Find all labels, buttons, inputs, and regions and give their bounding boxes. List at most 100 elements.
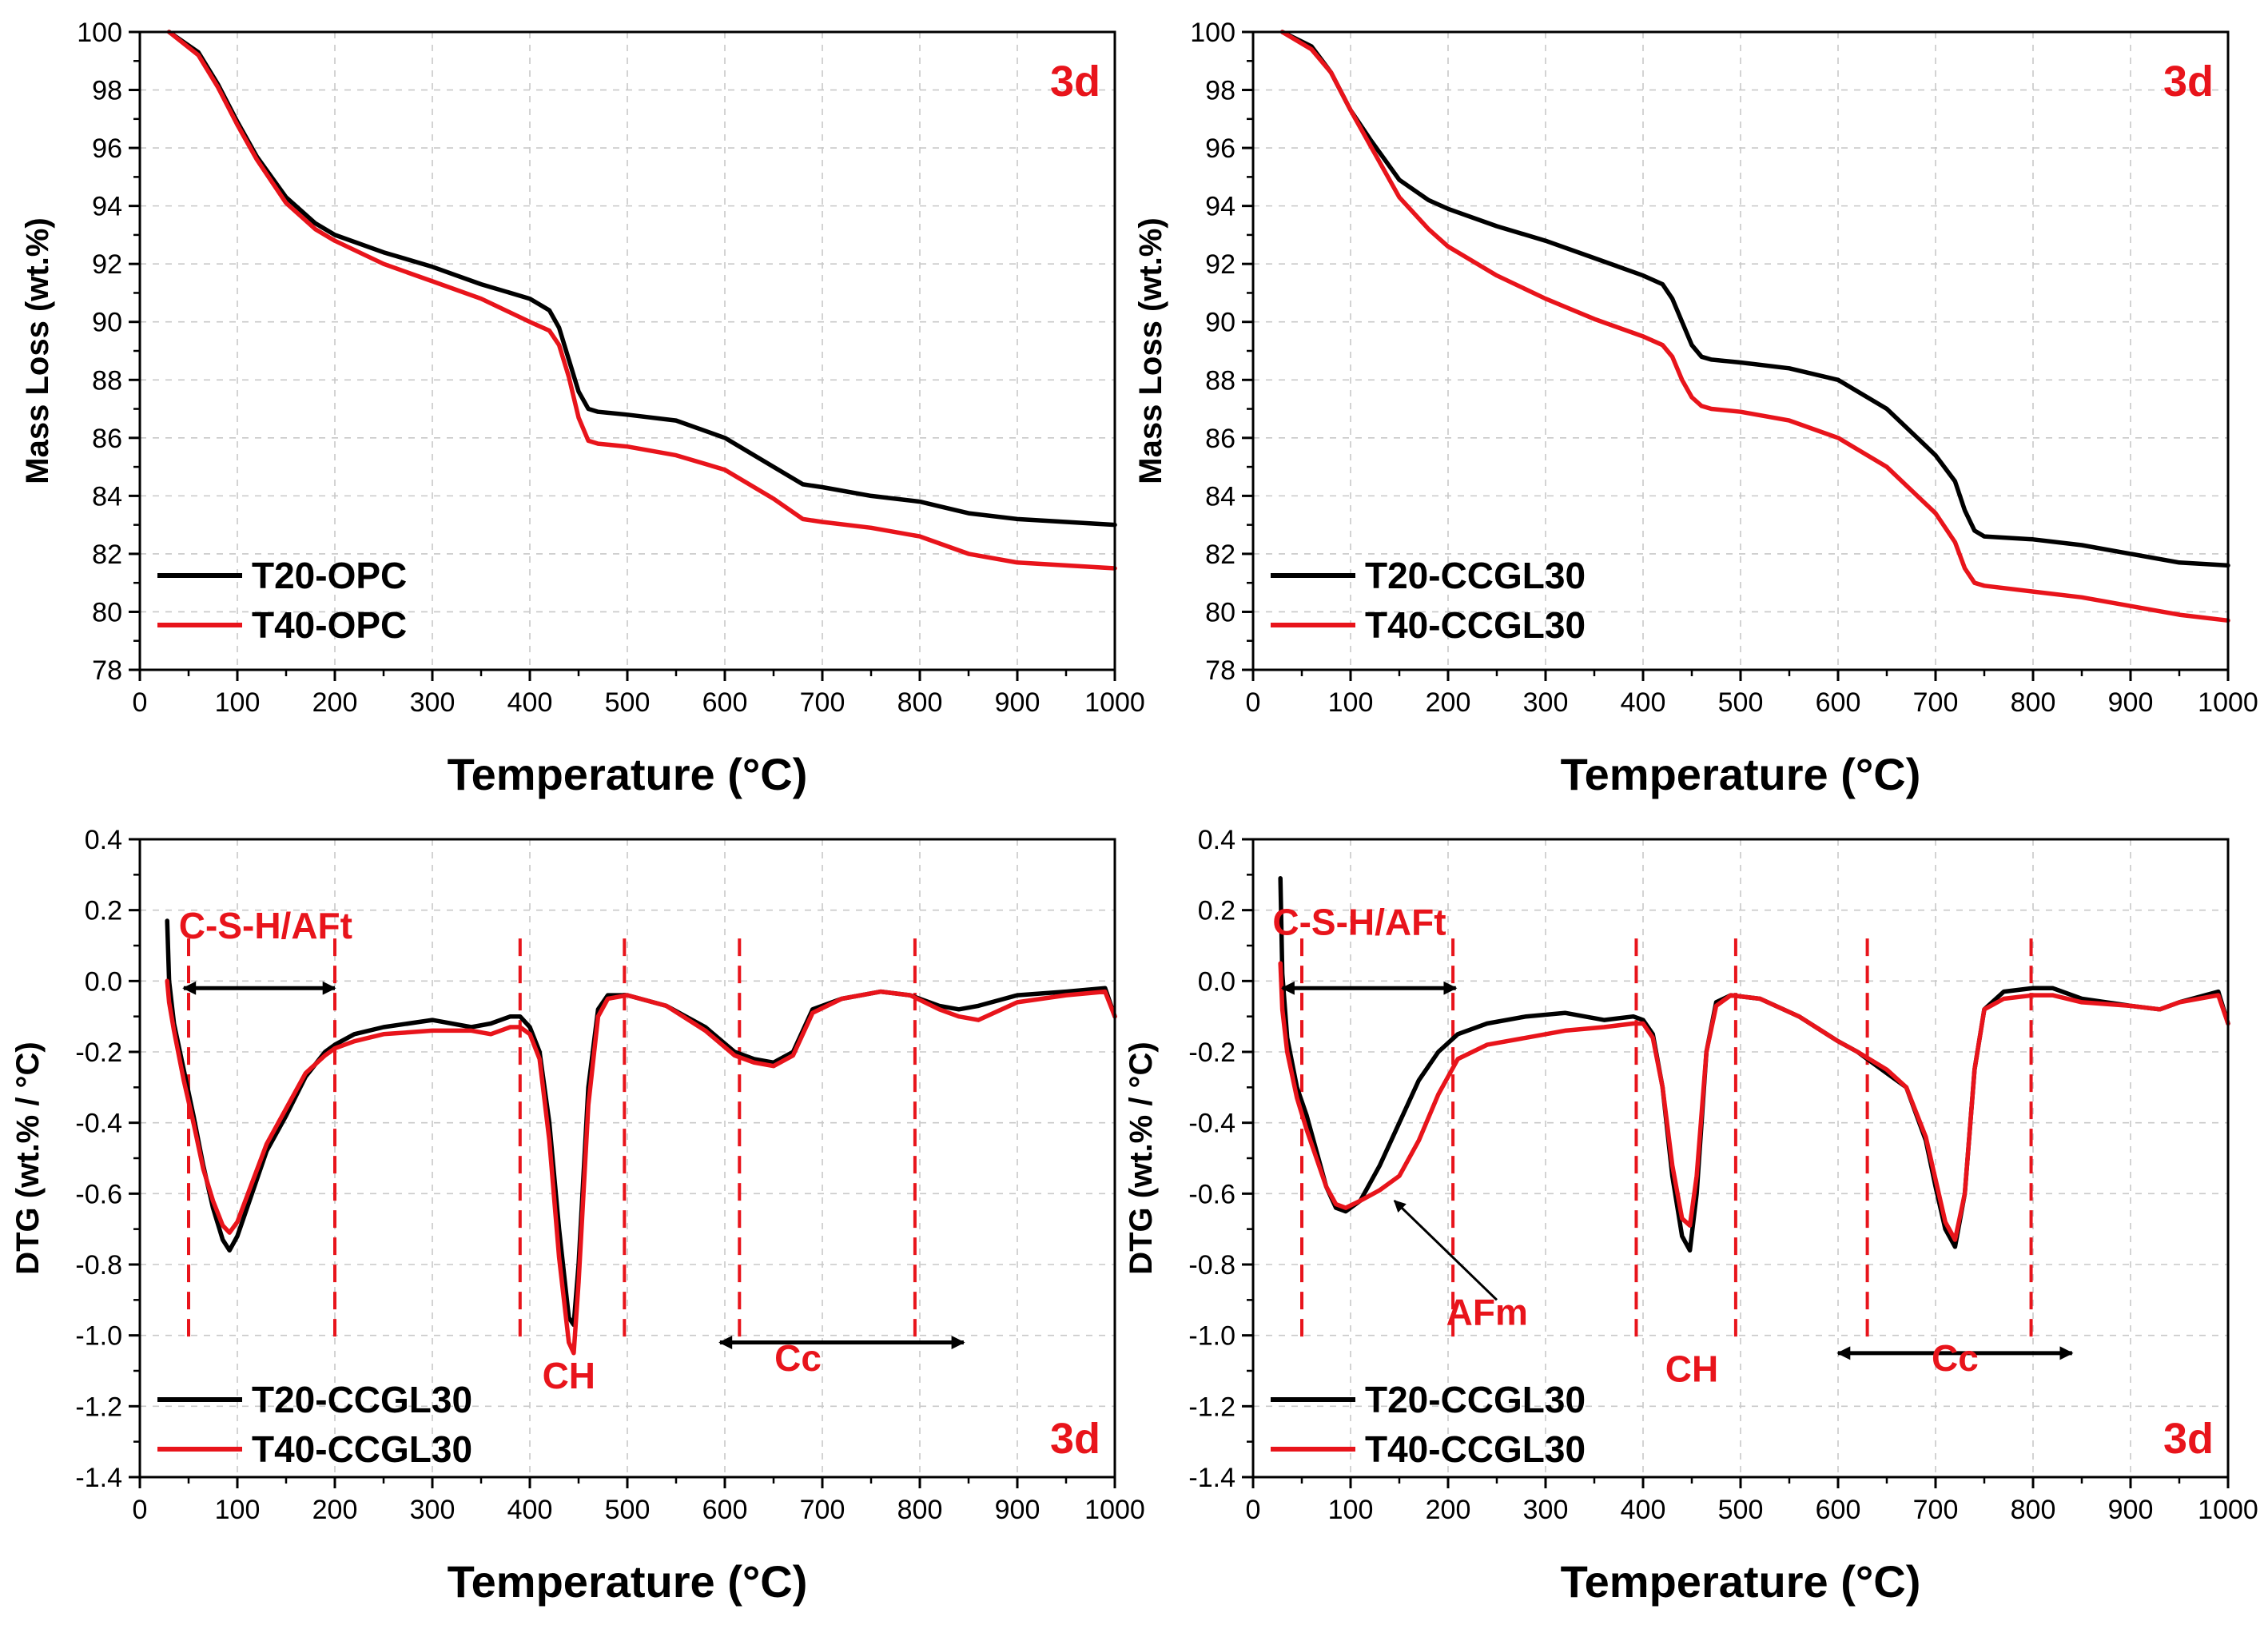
y-tick-label: 92: [92, 249, 122, 280]
y-tick-label: 98: [92, 76, 122, 106]
annotation-ch: CH: [1665, 1348, 1718, 1389]
series-line-t20-opc: [166, 30, 1117, 528]
x-axis: 0 100 200 300 400 500 600 700 800 900 1000 Temperat…: [133, 670, 1145, 799]
y-tick-label: 0.0: [85, 966, 122, 997]
series-group: [1278, 876, 2230, 1253]
legend-label: T20-CCGL30: [252, 1379, 472, 1420]
annotation-afm: AFm: [1446, 1291, 1528, 1332]
x-tick-label: 300: [410, 687, 456, 718]
x-axis: 0 100 200 300 400 500 600 700 800 900 1000 Temperat…: [1246, 670, 2258, 799]
annotation-cc: Cc: [1932, 1337, 1979, 1379]
y-tick-label: 82: [1205, 540, 1235, 570]
y-tick-label: 100: [77, 18, 122, 48]
x-tick-label: 500: [1718, 687, 1764, 718]
x-tick-label: 800: [2011, 687, 2056, 718]
x-tick-label: 100: [1328, 1495, 1374, 1525]
y-axis: -1.4 -1.2 -1.0 -0.8 -0.6 -0.4 -0.2 0.0 0.2 0.4 DTG…: [10, 825, 140, 1493]
sample-age-label: 3d: [2163, 1415, 2214, 1463]
legend-label: T20-OPC: [252, 555, 407, 596]
y-tick-label: 88: [92, 365, 122, 396]
x-tick-label: 900: [995, 687, 1040, 718]
y-axis-title: DTG (wt.% / °C): [1124, 1042, 1159, 1275]
x-tick-label: 600: [1816, 687, 1861, 718]
x-tick-label: 200: [1426, 1495, 1471, 1525]
y-tick-label: 82: [92, 540, 122, 570]
y-tick-label: 78: [1205, 655, 1235, 686]
legend-label: T40-CCGL30: [252, 1428, 472, 1470]
x-tick-label: 300: [1523, 1495, 1569, 1525]
legend-label: T20-CCGL30: [1365, 555, 1586, 596]
x-tick-label: 900: [995, 1495, 1040, 1525]
chart-panel-opc-tg: 0 100 200 300 400 500 600 700 800 900 1000 Temperat…: [20, 18, 1145, 799]
legend: T20-OPC T40-OPC: [157, 555, 407, 646]
y-tick-label: -1.0: [1188, 1321, 1235, 1352]
y-tick-label: 78: [92, 655, 122, 686]
grid-lines: [140, 32, 1115, 670]
y-axis-title: Mass Loss (wt.%): [20, 217, 55, 484]
x-tick-label: 200: [312, 687, 358, 718]
y-tick-label: -1.4: [75, 1463, 122, 1493]
y-tick-label: 98: [1205, 76, 1235, 106]
y-tick-label: 80: [92, 597, 122, 627]
y-axis-title: DTG (wt.% / °C): [10, 1042, 46, 1275]
y-tick-label: -0.2: [1188, 1038, 1235, 1068]
x-tick-label: 800: [897, 687, 943, 718]
series-group: [1279, 30, 2230, 623]
x-tick-label: 800: [897, 1495, 943, 1525]
x-axis-title: Temperature (°C): [448, 1556, 808, 1607]
x-tick-label: 300: [410, 1495, 456, 1525]
legend-label: T20-CCGL30: [1365, 1379, 1586, 1420]
legend-label: T40-CCGL30: [1365, 604, 1586, 646]
afm-pointer-arrow: [1393, 1200, 1498, 1301]
y-tick-label: 86: [1205, 424, 1235, 454]
annotation-c-s-h-aft: C-S-H/AFt: [1272, 902, 1446, 943]
x-axis-title: Temperature (°C): [1561, 749, 1921, 799]
x-tick-label: 600: [1816, 1495, 1861, 1525]
y-tick-label: 80: [1205, 597, 1235, 627]
x-tick-label: 500: [605, 1495, 651, 1525]
annotation-c-s-h-aft: C-S-H/AFt: [179, 905, 352, 946]
annotation-ch: CH: [543, 1355, 595, 1396]
x-tick-label: 400: [1621, 687, 1666, 718]
x-tick-label: 500: [605, 687, 651, 718]
series-line-t40-ccgl30: [165, 978, 1117, 1356]
series-line-t40-ccgl30: [1278, 961, 2230, 1242]
sample-age-label: 3d: [2163, 58, 2214, 106]
y-tick-label: 94: [1205, 192, 1235, 222]
y-tick-label: -1.2: [75, 1392, 122, 1422]
x-tick-label: 200: [1426, 687, 1471, 718]
x-tick-label: 800: [2011, 1495, 2056, 1525]
y-tick-label: -0.8: [75, 1250, 122, 1280]
y-tick-label: -0.4: [1188, 1109, 1235, 1139]
chart-panel-opc-dtg: 0 100 200 300 400 500 600 700 800 900 1000 Temperat…: [10, 825, 1145, 1607]
x-tick-label: 400: [507, 687, 553, 718]
chart-panel-ccgl30-dtg: 0 100 200 300 400 500 600 700 800 900 1000 Temperat…: [1124, 825, 2258, 1607]
x-tick-label: 300: [1523, 687, 1569, 718]
y-tick-label: 0.2: [1198, 896, 1235, 926]
y-tick-label: -1.4: [1188, 1463, 1235, 1493]
chart-panel-ccgl30-tg: 0 100 200 300 400 500 600 700 800 900 1000 Temperat…: [1133, 18, 2258, 799]
y-tick-label: 0.4: [85, 825, 122, 855]
y-tick-label: -0.6: [1188, 1179, 1235, 1209]
x-tick-label: 900: [2108, 687, 2154, 718]
legend: T20-CCGL30 T40-CCGL30: [1271, 1379, 1586, 1470]
legend-label: T40-OPC: [252, 604, 407, 646]
y-tick-label: -0.8: [1188, 1250, 1235, 1280]
y-axis: 78 80 82 84 86 88 90 92 94 96 98 100 Mass Loss (wt.%…: [20, 18, 140, 686]
grid-lines: [1253, 839, 2228, 1477]
grid-lines: [1253, 32, 2228, 670]
y-tick-label: 0.0: [1198, 966, 1235, 997]
y-axis: 78 80 82 84 86 88 90 92 94 96 98 100 Mass Loss (wt.%…: [1133, 18, 1253, 686]
series-line-t20-ccgl30: [1279, 30, 2230, 568]
x-tick-label: 400: [1621, 1495, 1666, 1525]
x-tick-label: 1000: [2198, 687, 2258, 718]
series-group: [166, 30, 1117, 571]
x-tick-label: 0: [1246, 687, 1261, 718]
x-tick-label: 0: [1246, 1495, 1261, 1525]
y-tick-label: 96: [1205, 133, 1235, 164]
x-tick-label: 700: [800, 687, 846, 718]
y-tick-label: 90: [1205, 308, 1235, 338]
y-tick-label: -1.0: [75, 1321, 122, 1352]
x-axis: 0 100 200 300 400 500 600 700 800 900 1000 Temperat…: [133, 1477, 1145, 1607]
